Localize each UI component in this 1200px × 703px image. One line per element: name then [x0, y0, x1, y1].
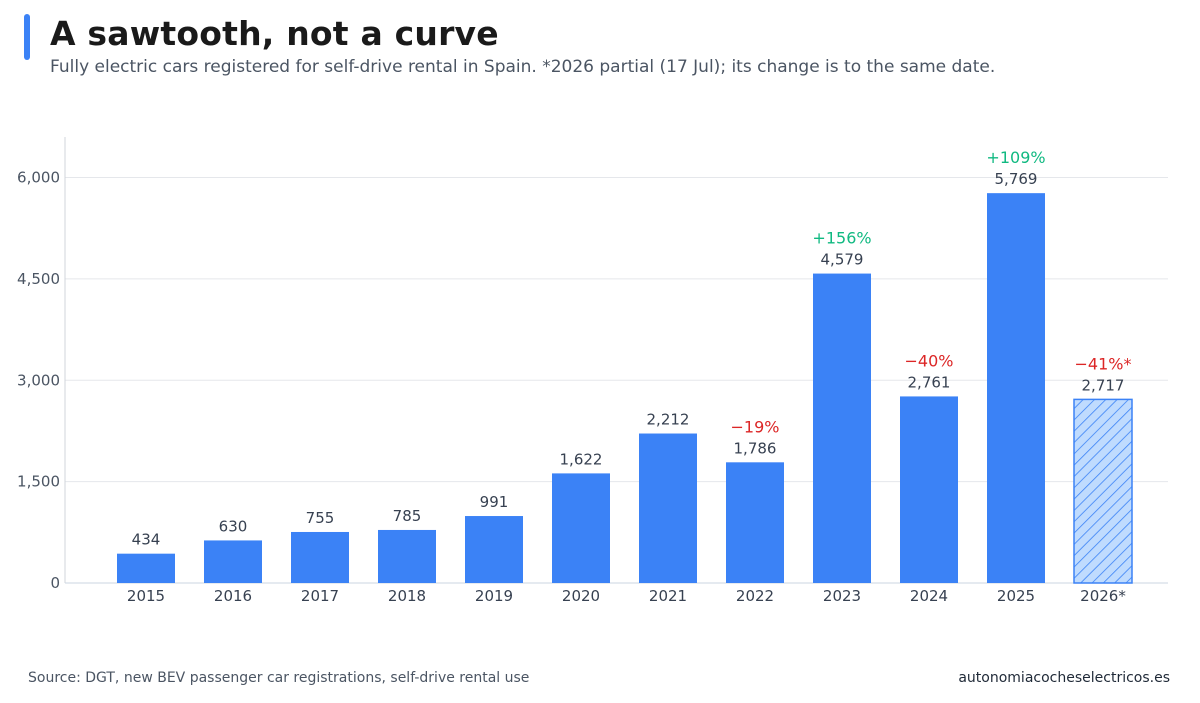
source-note: Source: DGT, new BEV passenger car regis…	[28, 670, 530, 686]
bar	[204, 540, 262, 583]
x-tick-label: 2020	[562, 587, 600, 605]
x-tick-label: 2026*	[1080, 587, 1126, 605]
bar	[639, 433, 697, 583]
x-tick-label: 2016	[214, 587, 252, 605]
change-label: +109%	[986, 148, 1045, 167]
x-tick-label: 2017	[301, 587, 339, 605]
value-label: 434	[132, 531, 161, 549]
y-tick-label: 6,000	[17, 169, 60, 187]
bar	[900, 396, 958, 583]
value-label: 630	[219, 517, 248, 535]
bar	[813, 273, 871, 583]
value-label: 1,622	[560, 450, 603, 468]
value-label: 2,761	[908, 373, 951, 391]
x-tick-label: 2024	[910, 587, 948, 605]
value-label: 2,212	[647, 411, 690, 429]
x-tick-label: 2022	[736, 587, 774, 605]
bar	[1073, 398, 1133, 584]
bar	[378, 529, 436, 583]
x-tick-label: 2018	[388, 587, 426, 605]
value-label: 5,769	[995, 170, 1038, 188]
change-label: −40%	[905, 351, 954, 370]
value-label: 2,717	[1082, 376, 1125, 394]
x-tick-label: 2021	[649, 587, 687, 605]
y-tick-label: 0	[50, 574, 60, 592]
chart-subtitle: Fully electric cars registered for self-…	[50, 57, 996, 77]
x-tick-label: 2025	[997, 587, 1035, 605]
x-tick-label: 2023	[823, 587, 861, 605]
y-tick-label: 3,000	[17, 371, 60, 389]
bar	[291, 531, 349, 583]
value-label: 1,786	[734, 439, 777, 457]
change-label: +156%	[812, 229, 871, 248]
bar	[465, 516, 523, 583]
value-label: 785	[393, 507, 422, 525]
x-tick-label: 2015	[127, 587, 165, 605]
change-label: −19%	[731, 417, 780, 436]
y-tick-label: 4,500	[17, 270, 60, 288]
bar	[117, 553, 175, 583]
chart-title: A sawtooth, not a curve	[50, 14, 499, 53]
value-label: 755	[306, 509, 335, 527]
y-tick-label: 1,500	[17, 473, 60, 491]
value-label: 991	[480, 493, 509, 511]
bar	[987, 193, 1045, 583]
title-accent-bar	[24, 14, 30, 60]
change-label: −41%*	[1075, 354, 1132, 373]
value-label: 4,579	[821, 251, 864, 269]
x-tick-label: 2019	[475, 587, 513, 605]
site-credit: autonomiacocheselectricos.es	[958, 670, 1170, 686]
bar	[552, 473, 610, 583]
bar	[726, 462, 784, 583]
